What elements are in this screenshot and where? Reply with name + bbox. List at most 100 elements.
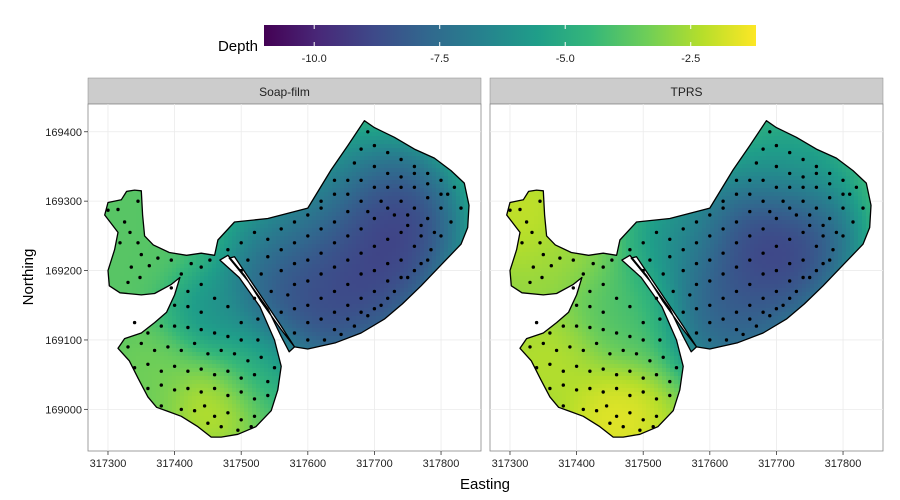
depth-cell [148,276,153,281]
depth-cell [128,224,133,229]
depth-cell [200,404,205,409]
depth-cell [204,384,209,389]
depth-cell [188,360,193,365]
depth-cell [216,332,221,337]
depth-cell [180,324,185,329]
depth-cell [332,168,337,173]
depth-cell [328,332,333,337]
depth-cell [116,276,121,281]
depth-cell [268,376,273,381]
depth-cell [164,268,169,273]
depth-cell [236,312,241,317]
depth-cell [244,408,249,413]
depth-cell [116,216,121,221]
depth-cell [260,388,265,393]
depth-cell [232,420,237,425]
depth-cell [160,400,165,405]
depth-cell [244,380,249,385]
depth-cell [284,280,289,285]
depth-cell [312,272,317,277]
depth-cell [216,304,221,309]
depth-cell [128,344,133,349]
depth-cell [304,292,309,297]
depth-cell [328,320,333,325]
depth-cell [272,380,277,385]
depth-cell [160,356,165,361]
depth-cell [168,260,173,265]
depth-cell [108,268,113,273]
depth-cell [248,364,253,369]
depth-cell [200,392,205,397]
depth-cell [228,368,233,373]
depth-cell [124,224,129,229]
depth-cell [296,284,301,289]
depth-cell [280,240,285,245]
depth-cell [340,172,345,177]
depth-cell [132,196,137,201]
depth-cell [140,264,145,269]
depth-cell [256,280,261,285]
depth-cell [272,252,277,257]
depth-cell [320,340,325,345]
depth-cell [160,336,165,341]
depth-cell [176,292,181,297]
depth-cell [236,248,241,253]
depth-cell [196,400,201,405]
depth-cell [184,380,189,385]
depth-cell [168,272,173,277]
depth-cell [200,256,205,261]
depth-cell [156,356,161,361]
depth-cell [320,300,325,305]
depth-cell [128,280,133,285]
depth-cell [324,208,329,213]
depth-cell [292,276,297,281]
depth-cell [264,256,269,261]
depth-cell [228,360,233,365]
depth-cell [188,376,193,381]
depth-cell [228,388,233,393]
depth-cell [248,264,253,269]
depth-cell [144,328,149,333]
depth-cell [336,224,341,229]
depth-cell [212,268,217,273]
depth-cell [168,368,173,373]
depth-cell [292,244,297,249]
depth-cell [124,256,129,261]
depth-cell [120,276,125,281]
depth-cell [232,404,237,409]
depth-cell [300,268,305,273]
depth-cell [164,324,169,329]
depth-cell [200,292,205,297]
depth-cell [244,252,249,257]
depth-cell [224,328,229,333]
depth-cell [336,324,341,329]
depth-cell [288,268,293,273]
depth-cell [136,272,141,277]
depth-cell [296,216,301,221]
depth-cell [220,304,225,309]
depth-cell [116,220,121,225]
depth-cell [252,332,257,337]
depth-cell [200,308,205,313]
depth-cell [308,308,313,313]
depth-cell [296,220,301,225]
depth-cell [324,312,329,317]
depth-cell [320,328,325,333]
depth-cell [252,248,257,253]
depth-cell [256,248,261,253]
depth-cell [324,200,329,205]
depth-cell [140,216,145,221]
depth-cell [216,424,221,429]
depth-cell [256,284,261,289]
depth-cell [304,208,309,213]
depth-cell [144,336,149,341]
depth-cell [244,416,249,421]
depth-cell [248,308,253,313]
depth-cell [204,332,209,337]
depth-cell [272,268,277,273]
depth-cell [124,268,129,273]
depth-cell [172,336,177,341]
depth-cell [284,300,289,305]
depth-cell [248,344,253,349]
depth-cell [188,288,193,293]
